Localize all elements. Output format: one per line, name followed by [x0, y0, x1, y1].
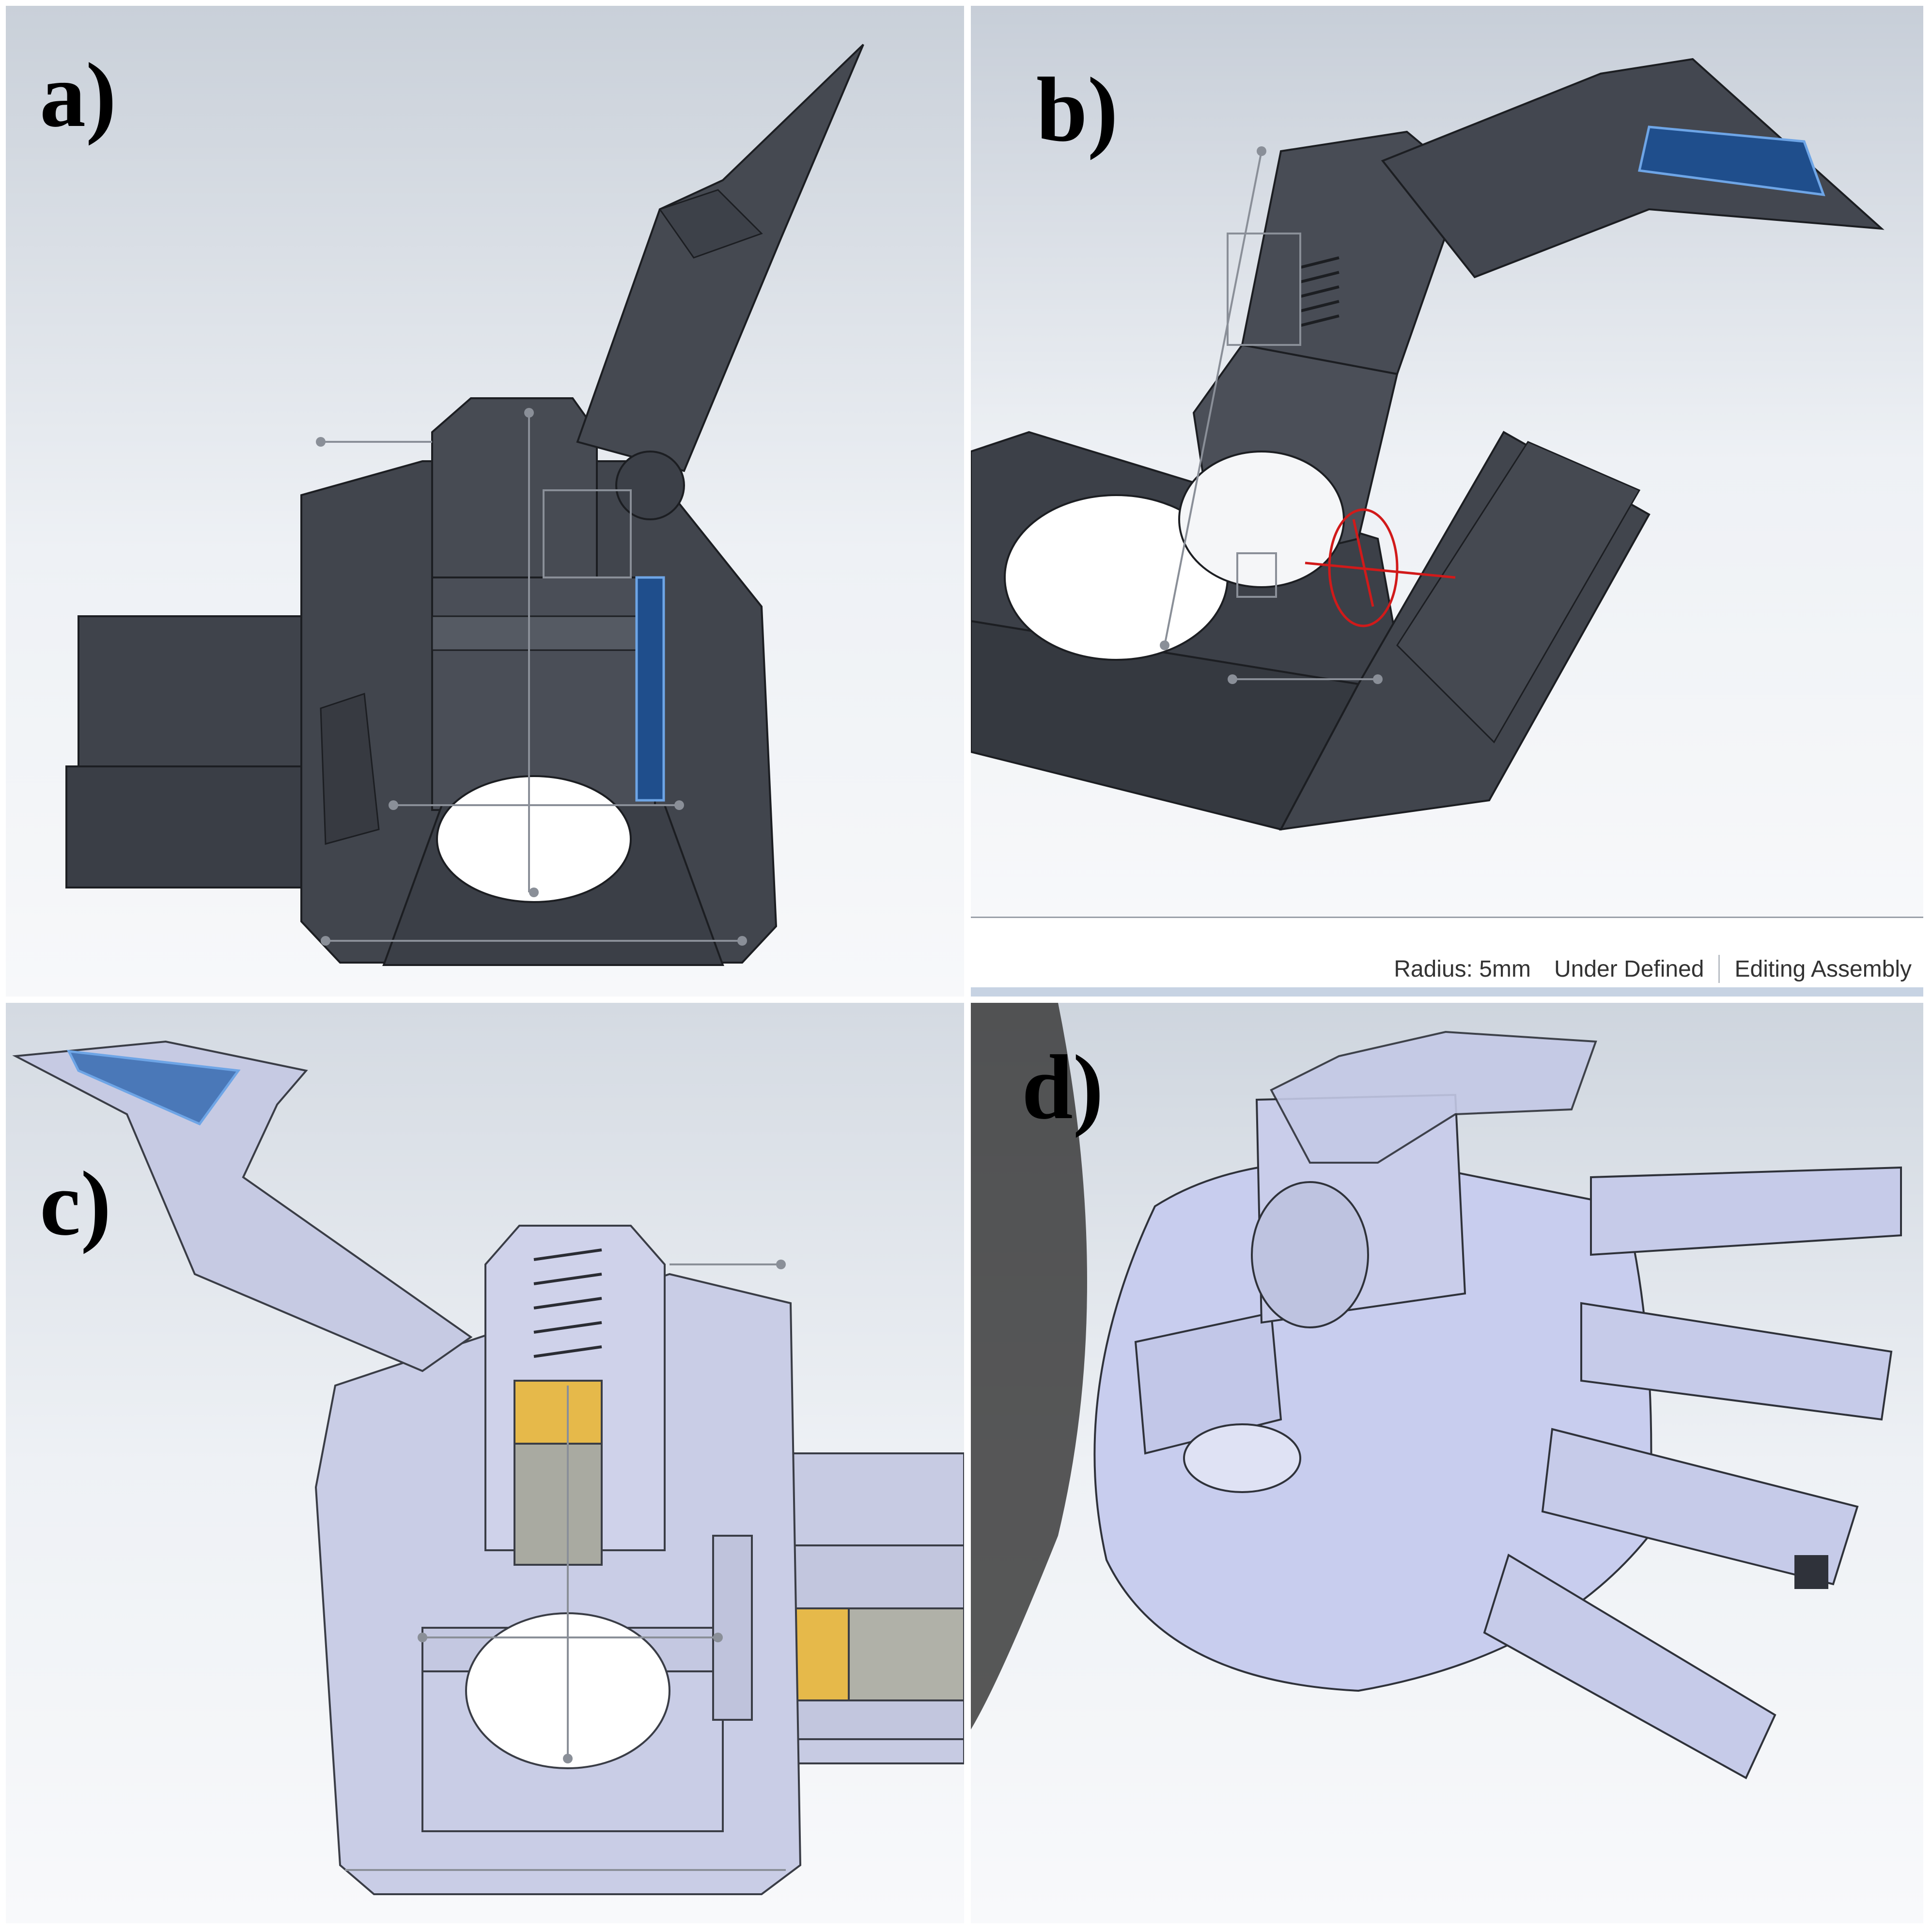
viewport-panel-b[interactable]: b) Radius: 5mm Under Defined Editing Ass… [971, 6, 1923, 997]
status-definition: Under Defined [1554, 956, 1704, 982]
viewport-panel-d[interactable]: d) [971, 1003, 1923, 1923]
panel-label-c: c) [40, 1153, 111, 1255]
panel-label-a: a) [40, 45, 117, 146]
cad-render-b[interactable] [971, 6, 1923, 997]
viewport-panel-c[interactable]: c) [6, 1003, 964, 1923]
cad-render-d[interactable] [971, 1003, 1923, 1923]
panel-label-b: b) [1036, 59, 1118, 161]
status-mode: Editing Assembly [1734, 956, 1912, 982]
status-bar: Radius: 5mm Under Defined Editing Assemb… [971, 917, 1923, 997]
cad-render-a[interactable] [6, 6, 964, 997]
status-divider [1718, 955, 1720, 983]
viewport-panel-a[interactable]: a) [6, 6, 964, 997]
cad-render-c[interactable] [6, 1003, 964, 1923]
status-radius: Radius: 5mm [1394, 956, 1531, 982]
panel-label-d: d) [1022, 1037, 1104, 1138]
horizontal-scrollbar[interactable] [971, 987, 1923, 997]
